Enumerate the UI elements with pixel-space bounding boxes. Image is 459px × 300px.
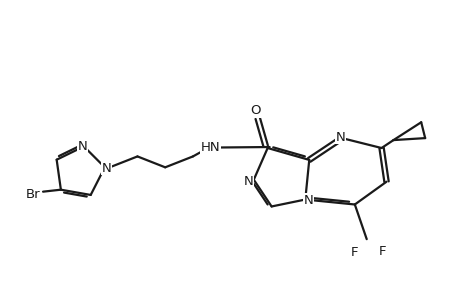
Text: N: N — [303, 194, 313, 207]
Text: Br: Br — [26, 188, 40, 201]
Text: F: F — [350, 245, 358, 259]
Text: N: N — [78, 140, 88, 153]
Text: O: O — [250, 104, 260, 117]
Text: N: N — [336, 130, 345, 144]
Text: F: F — [378, 244, 386, 258]
Text: N: N — [101, 162, 112, 175]
Text: HN: HN — [201, 141, 220, 154]
Text: N: N — [243, 175, 253, 188]
